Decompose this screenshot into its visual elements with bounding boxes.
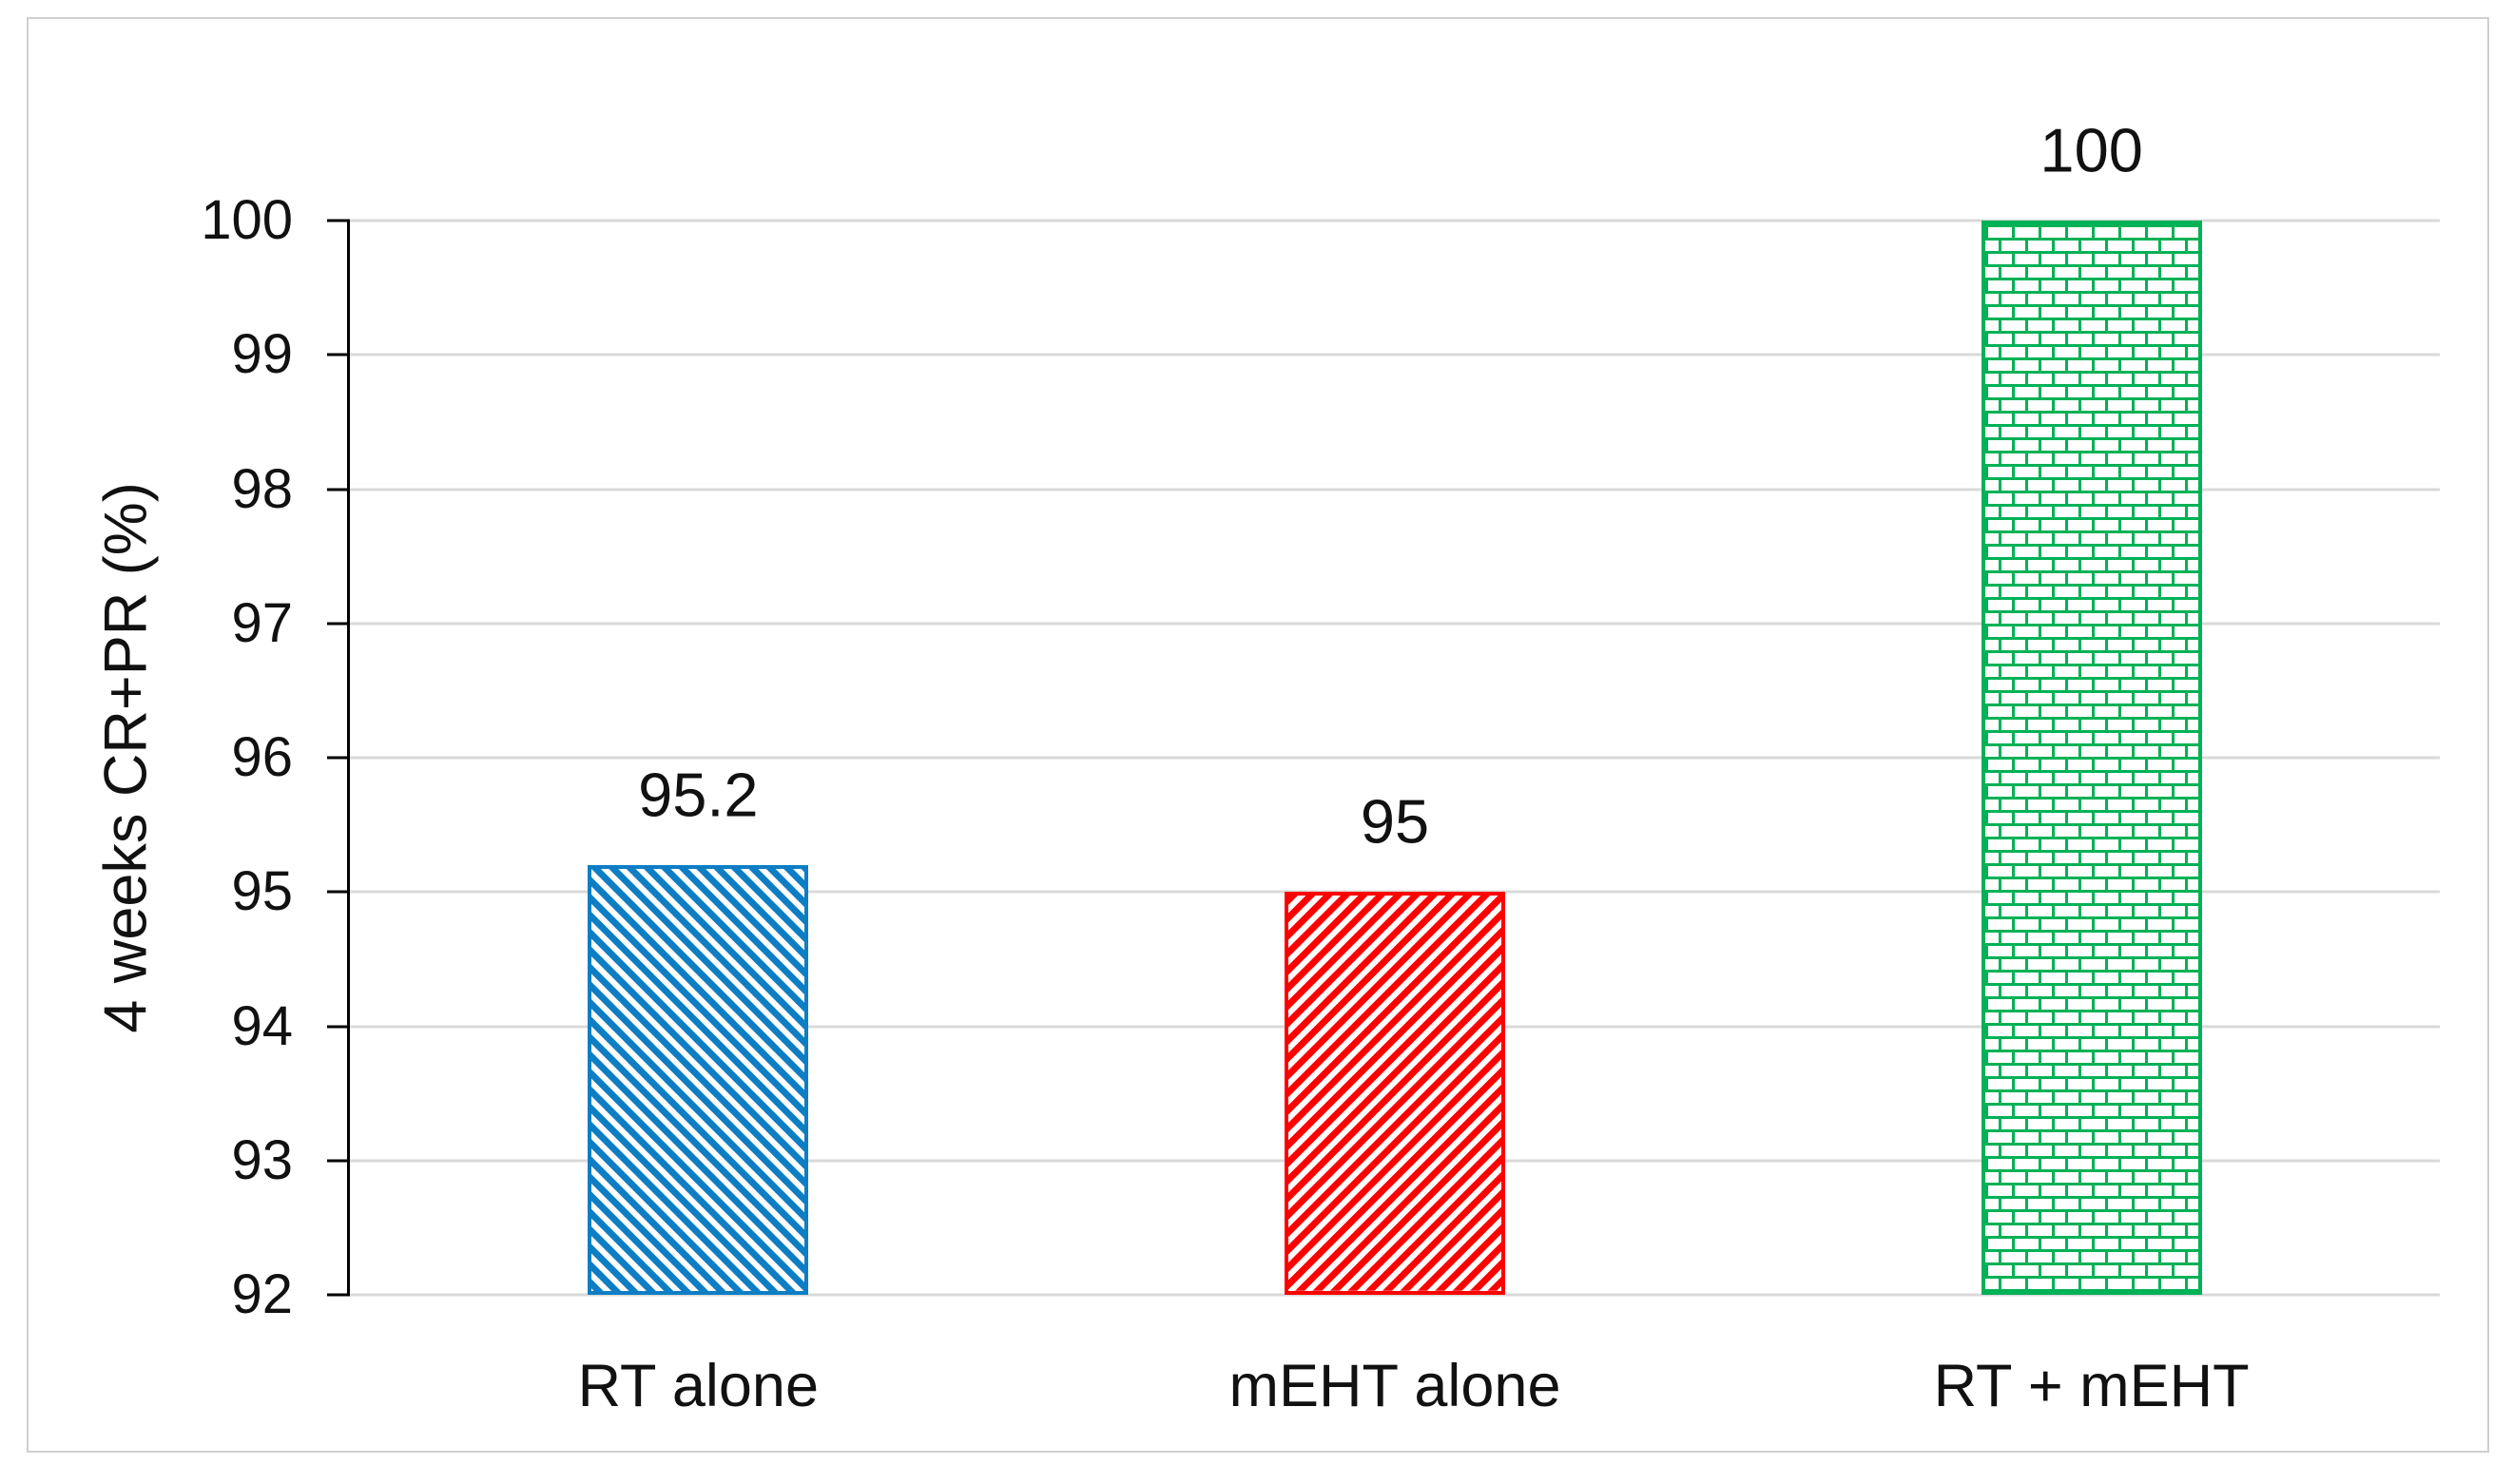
x-category-label: RT + mEHT	[1933, 1353, 2250, 1419]
y-axis-tick	[327, 756, 350, 760]
y-tick-label: 98	[231, 457, 293, 520]
y-tick-label: 93	[231, 1128, 293, 1191]
bar-value-label: 100	[2039, 115, 2143, 185]
plot-area: 92 93 94 95 96 97 98 99 100 95.2 95 100 RT alone mE…	[201, 116, 2440, 1419]
bar-brick	[1981, 221, 2202, 1295]
y-axis-tick	[327, 488, 350, 491]
x-category-label: RT alone	[577, 1353, 820, 1419]
y-axis-tick	[327, 1293, 350, 1297]
y-tick-label: 96	[231, 726, 293, 788]
bar-value-label: 95.2	[638, 760, 759, 830]
bar-diagonal-stripe-down	[1285, 892, 1505, 1295]
y-axis-title: 4 weeks CR+PR (%)	[92, 482, 160, 1033]
y-axis-tick	[327, 1159, 350, 1163]
x-category-label: mEHT alone	[1228, 1353, 1561, 1419]
y-axis-tick	[327, 219, 350, 222]
gridline	[350, 219, 2440, 222]
y-axis-tick	[327, 353, 350, 357]
gridline	[350, 756, 2440, 760]
y-tick-label: 92	[231, 1263, 293, 1325]
bar-value-label: 95	[1360, 786, 1430, 857]
gridline	[350, 353, 2440, 357]
y-tick-label: 99	[231, 323, 293, 386]
y-tick-label: 100	[201, 189, 293, 251]
y-axis-tick	[327, 622, 350, 626]
y-axis-tick	[327, 890, 350, 894]
y-tick-label: 97	[231, 591, 293, 654]
gridline	[350, 622, 2440, 626]
y-axis-tick	[327, 1025, 350, 1028]
bar-diagonal-stripe-up	[588, 865, 809, 1295]
y-tick-label: 94	[231, 994, 293, 1057]
gridline	[350, 488, 2440, 491]
gridline	[350, 1293, 2440, 1297]
y-tick-label: 95	[231, 860, 293, 923]
